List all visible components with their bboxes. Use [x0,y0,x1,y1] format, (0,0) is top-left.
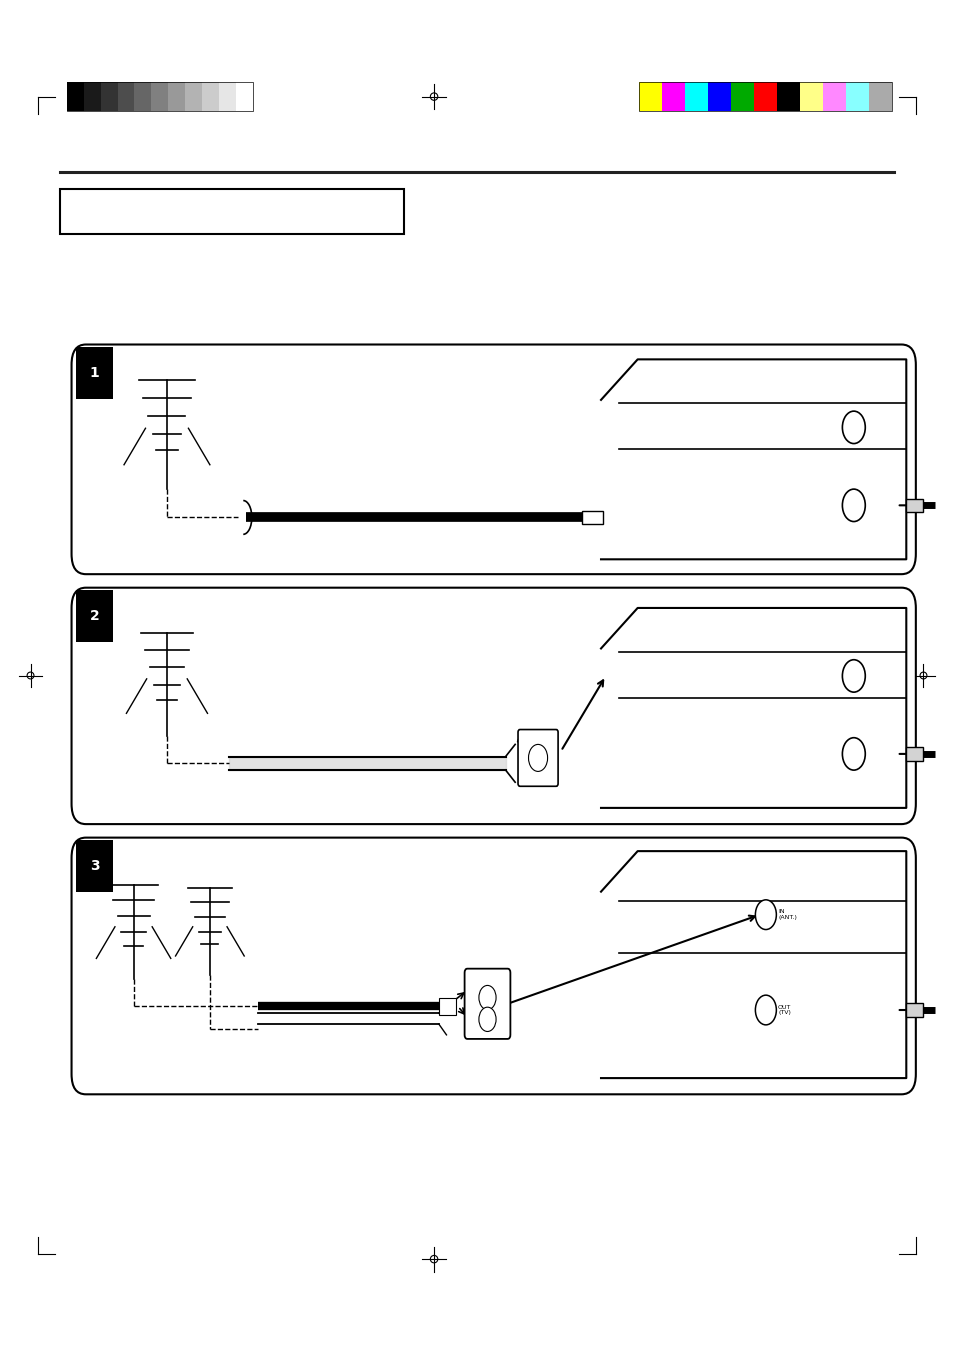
FancyBboxPatch shape [202,81,219,112]
FancyBboxPatch shape [168,81,185,112]
Polygon shape [600,608,905,808]
Bar [76,840,112,892]
FancyBboxPatch shape [684,81,707,112]
FancyBboxPatch shape [117,81,134,112]
FancyBboxPatch shape [753,81,777,112]
FancyBboxPatch shape [185,81,202,112]
FancyBboxPatch shape [845,81,868,112]
Text: 1: 1 [90,366,99,380]
Bar [905,1004,923,1017]
FancyBboxPatch shape [730,81,753,112]
FancyBboxPatch shape [661,81,684,112]
FancyBboxPatch shape [707,81,730,112]
FancyBboxPatch shape [800,81,822,112]
Bar [438,998,456,1015]
Bar [76,347,112,399]
Bar [905,747,923,761]
Circle shape [841,411,864,443]
Text: IN
(ANT.): IN (ANT.) [778,909,796,920]
Bar [76,590,112,642]
Circle shape [755,996,776,1025]
Circle shape [478,985,496,1009]
Bar [905,499,923,512]
Bar [581,511,602,524]
Circle shape [478,1008,496,1032]
Text: 3: 3 [90,859,99,873]
FancyBboxPatch shape [71,345,915,574]
Circle shape [841,659,864,692]
Bar [60,189,403,234]
FancyBboxPatch shape [235,81,253,112]
FancyBboxPatch shape [67,81,84,112]
FancyBboxPatch shape [71,588,915,824]
FancyBboxPatch shape [777,81,800,112]
Bar [67,81,253,112]
FancyBboxPatch shape [639,81,661,112]
Circle shape [528,744,547,771]
FancyBboxPatch shape [822,81,845,112]
FancyBboxPatch shape [71,838,915,1094]
Polygon shape [600,359,905,559]
FancyBboxPatch shape [152,81,168,112]
FancyBboxPatch shape [464,969,510,1039]
Text: 2: 2 [90,609,99,623]
FancyBboxPatch shape [84,81,100,112]
FancyBboxPatch shape [219,81,235,112]
FancyBboxPatch shape [134,81,152,112]
FancyBboxPatch shape [517,730,558,786]
FancyBboxPatch shape [868,81,891,112]
Text: OUT
(TV): OUT (TV) [778,1005,791,1016]
Bar [639,81,891,112]
FancyBboxPatch shape [100,81,117,112]
Circle shape [755,900,776,929]
Circle shape [841,489,864,521]
Polygon shape [600,851,905,1078]
Circle shape [841,738,864,770]
